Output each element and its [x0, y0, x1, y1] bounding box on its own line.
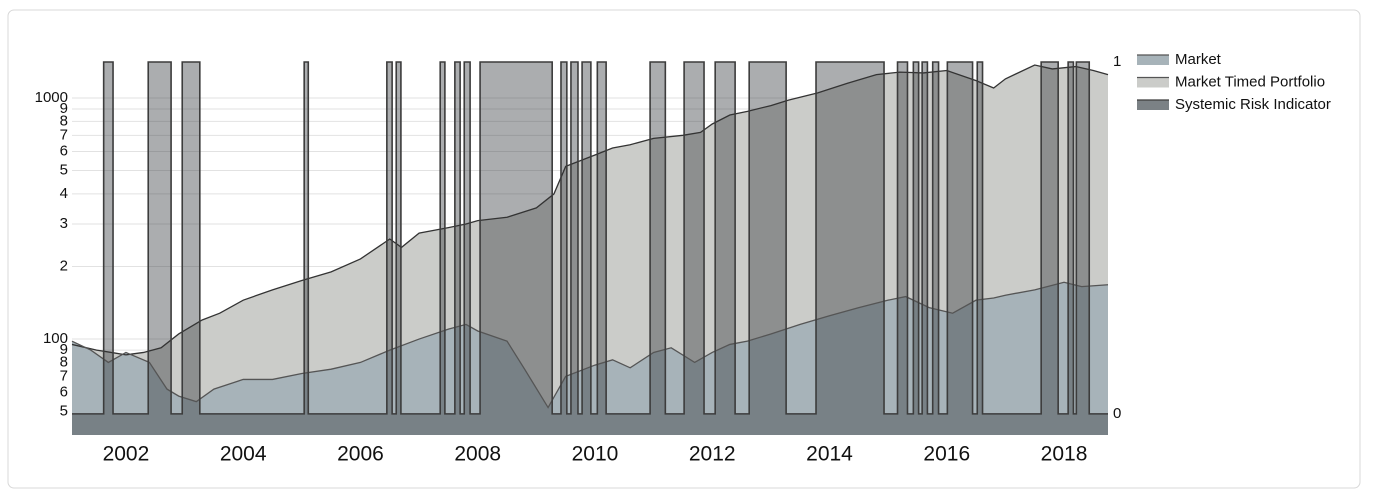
x-tick-label: 2018	[1041, 443, 1088, 466]
legend-label: Market	[1175, 51, 1222, 68]
y-tick-label: 8	[60, 353, 68, 370]
legend-swatch	[1137, 100, 1169, 110]
x-tick-label: 2014	[806, 443, 853, 466]
y2-tick-label: 0	[1113, 405, 1121, 422]
x-tick-label: 2012	[689, 443, 736, 466]
y-tick-label: 9	[60, 341, 68, 358]
legend-label: Market Timed Portfolio	[1175, 73, 1325, 90]
y-tick-label: 7	[60, 126, 68, 143]
x-tick-label: 2016	[923, 443, 970, 466]
y-tick-label: 9	[60, 100, 68, 117]
indicator-line	[72, 61, 1108, 415]
y-tick-label: 100	[43, 330, 68, 347]
y-tick-label: 5	[60, 162, 68, 179]
y-tick-label: 7	[60, 367, 68, 384]
y2-tick-label: 1	[1113, 53, 1121, 70]
y-tick-label: 8	[60, 112, 68, 129]
x-tick-label: 2010	[572, 443, 619, 466]
series-line	[71, 281, 1109, 409]
y-tick-label: 2	[60, 257, 68, 274]
legend-swatch	[1137, 55, 1169, 65]
y-tick-label: 4	[60, 185, 68, 202]
y-tick-label: 6	[60, 384, 68, 401]
x-tick-label: 2006	[337, 443, 384, 466]
y-tick-label: 5	[60, 403, 68, 420]
y-tick-label: 1000	[35, 89, 68, 106]
x-tick-label: 2004	[220, 443, 267, 466]
series-area	[72, 282, 1108, 435]
y-tick-label: 3	[60, 215, 68, 232]
legend-swatch	[1137, 77, 1169, 88]
indicator-area	[72, 62, 1108, 435]
y-tick-label: 6	[60, 142, 68, 159]
x-tick-label: 2008	[454, 443, 501, 466]
x-tick-label: 2002	[103, 443, 150, 466]
legend-label: Systemic Risk Indicator	[1175, 96, 1331, 113]
